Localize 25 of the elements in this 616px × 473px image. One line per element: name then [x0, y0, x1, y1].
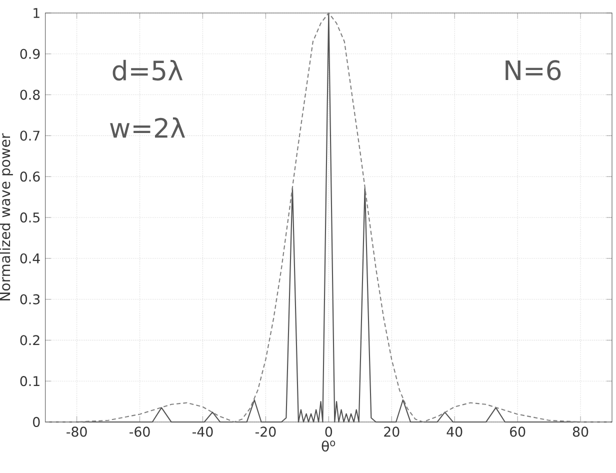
y-tick-label: 0.7 — [20, 130, 40, 141]
y-tick-label: 0.4 — [20, 253, 40, 264]
line-series — [44, 12, 613, 423]
x-tick-label: 40 — [446, 426, 462, 437]
x-axis-title: θ$^{o}$ — [322, 440, 336, 452]
y-tick-label: 0.6 — [20, 172, 40, 182]
x-tick-label: -80 — [66, 426, 87, 437]
annotation: w=2λ — [110, 117, 185, 138]
y-tick-label: 0.3 — [20, 294, 40, 304]
y-tick-label: 0.1 — [20, 376, 40, 386]
x-tick-label: 0 — [325, 426, 332, 437]
y-tick-label: 0.2 — [20, 335, 40, 346]
x-tick-label: -20 — [255, 426, 276, 437]
x-tick-label: 60 — [510, 426, 526, 437]
x-tick-label: -60 — [130, 426, 150, 437]
y-tick-label: 0.9 — [20, 48, 40, 59]
y-tick-label: 0.8 — [20, 90, 40, 100]
y-tick-label: 0.5 — [20, 212, 40, 223]
annotation: d=5λ — [112, 60, 183, 81]
x-tick-label: -40 — [192, 426, 213, 437]
y-tick-label: 1 — [34, 8, 40, 18]
x-tick-label: 20 — [384, 426, 400, 437]
y-tick-label: 0 — [33, 416, 40, 428]
x-tick-label: 80 — [572, 426, 588, 437]
annotation: N=6 — [506, 60, 561, 80]
